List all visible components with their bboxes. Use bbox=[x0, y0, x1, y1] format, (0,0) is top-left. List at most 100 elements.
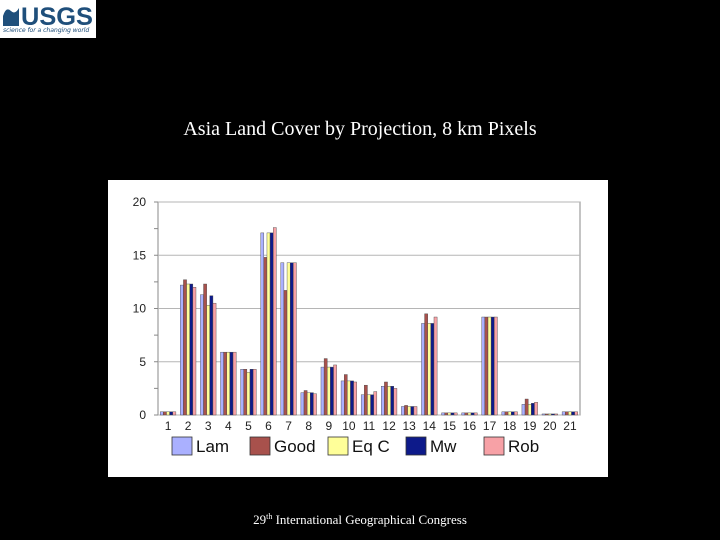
footer-ordinal-number: 29 bbox=[253, 512, 267, 527]
bar bbox=[252, 369, 257, 416]
bar bbox=[494, 316, 498, 416]
bar bbox=[367, 394, 371, 416]
x-tick-label: 8 bbox=[305, 419, 312, 433]
bar bbox=[160, 411, 164, 416]
bar bbox=[220, 351, 224, 416]
usgs-wordmark-icon: USGS bbox=[3, 3, 93, 28]
bar bbox=[189, 283, 194, 416]
bar bbox=[464, 412, 469, 416]
legend-swatch bbox=[483, 436, 505, 456]
bar bbox=[232, 351, 237, 416]
bar bbox=[344, 374, 348, 416]
bar bbox=[390, 386, 394, 416]
y-tick-label: 20 bbox=[133, 195, 147, 209]
bar bbox=[481, 316, 486, 416]
bar bbox=[487, 316, 492, 416]
footer-ordinal-suffix: th bbox=[266, 512, 273, 521]
legend-label: Mw bbox=[430, 437, 457, 456]
bar bbox=[401, 406, 405, 416]
bar bbox=[527, 404, 532, 416]
bar bbox=[473, 412, 478, 416]
bar bbox=[163, 411, 167, 416]
bar bbox=[246, 372, 251, 416]
bar bbox=[544, 413, 549, 416]
bar bbox=[490, 316, 495, 416]
y-tick-label: 15 bbox=[133, 248, 147, 262]
legend-swatch bbox=[405, 436, 427, 456]
slide-title: Asia Land Cover by Projection, 8 km Pixe… bbox=[183, 118, 537, 140]
x-tick-label: 18 bbox=[503, 419, 517, 433]
x-tick-label: 6 bbox=[265, 419, 272, 433]
bar bbox=[206, 305, 211, 416]
x-tick-label: 5 bbox=[245, 419, 252, 433]
bar bbox=[387, 386, 391, 416]
x-tick-label: 3 bbox=[205, 419, 212, 433]
bar bbox=[166, 411, 170, 416]
bar bbox=[521, 404, 526, 416]
bar bbox=[286, 262, 291, 416]
y-tick-label: 5 bbox=[139, 355, 146, 369]
legend-label: Rob bbox=[508, 437, 539, 456]
x-tick-label: 1 bbox=[165, 419, 172, 433]
bar bbox=[306, 392, 311, 416]
legend-label: Lam bbox=[196, 437, 229, 456]
usgs-logo: USGS science for a changing world bbox=[0, 0, 96, 38]
bar bbox=[310, 392, 314, 416]
bar bbox=[461, 412, 465, 416]
bar bbox=[413, 406, 418, 416]
bar bbox=[223, 351, 227, 416]
bar bbox=[531, 403, 535, 416]
bar bbox=[333, 364, 337, 416]
bar bbox=[226, 351, 231, 416]
bar bbox=[467, 412, 472, 416]
bar bbox=[484, 316, 489, 416]
bar bbox=[263, 257, 268, 416]
bar bbox=[514, 411, 518, 416]
bar bbox=[186, 283, 190, 416]
bar bbox=[280, 262, 285, 416]
x-tick-label: 17 bbox=[483, 419, 497, 433]
bar bbox=[393, 388, 398, 416]
bar bbox=[330, 366, 334, 416]
x-tick-label: 11 bbox=[363, 419, 376, 433]
bar bbox=[571, 411, 575, 416]
bar bbox=[574, 411, 578, 416]
bar bbox=[507, 411, 512, 416]
bar bbox=[350, 380, 354, 416]
bar bbox=[249, 369, 254, 416]
bar bbox=[561, 411, 566, 416]
chart-panel: 0 5 10 15 20 1 2 3 4 5 6 7 8 9 10 11 12 13 14 15 16 17 18 19 20 2… bbox=[108, 180, 608, 477]
bar bbox=[266, 232, 271, 416]
bar bbox=[370, 394, 374, 416]
bar bbox=[172, 411, 177, 416]
bar bbox=[524, 398, 529, 416]
bar bbox=[447, 412, 452, 416]
x-tick-label: 2 bbox=[185, 419, 192, 433]
bar bbox=[269, 232, 274, 416]
x-tick-label: 7 bbox=[285, 419, 292, 433]
bar bbox=[273, 227, 277, 416]
bar bbox=[404, 405, 408, 416]
bar bbox=[384, 381, 388, 416]
bar bbox=[240, 369, 244, 416]
bar bbox=[541, 413, 546, 416]
x-tick-label: 19 bbox=[523, 419, 537, 433]
bar bbox=[360, 394, 365, 416]
bar bbox=[410, 406, 415, 416]
x-tick-label: 16 bbox=[463, 419, 477, 433]
bar bbox=[548, 413, 552, 416]
bar bbox=[504, 411, 509, 416]
bar bbox=[381, 386, 385, 416]
bar bbox=[353, 381, 357, 416]
logo-tagline: science for a changing world bbox=[3, 27, 90, 34]
legend-swatch bbox=[327, 436, 349, 456]
bar bbox=[421, 323, 425, 416]
x-tick-label: 12 bbox=[382, 419, 396, 433]
bar bbox=[289, 262, 294, 416]
x-tick-label: 4 bbox=[225, 419, 232, 433]
bar bbox=[192, 286, 197, 416]
x-tick-label: 13 bbox=[403, 419, 417, 433]
bar bbox=[430, 323, 435, 416]
bar bbox=[407, 406, 411, 416]
